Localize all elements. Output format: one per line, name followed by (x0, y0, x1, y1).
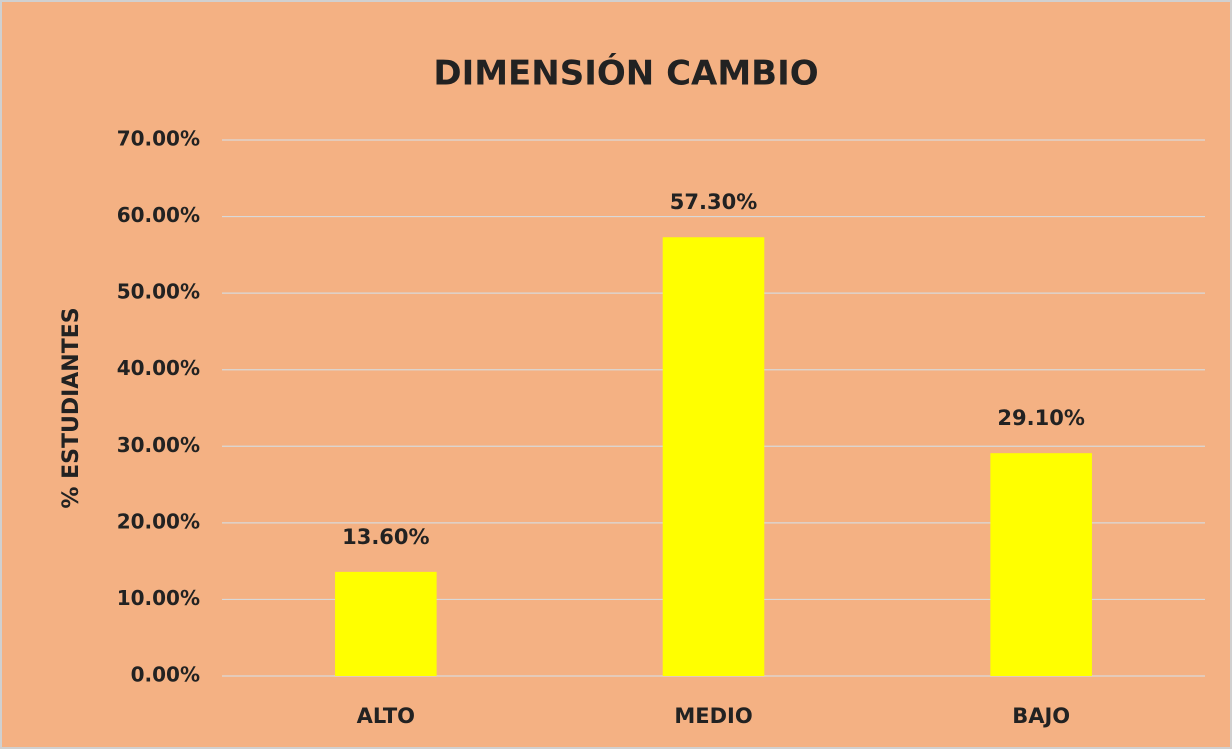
y-tick-label: 30.00% (117, 433, 200, 457)
y-tick-label: 0.00% (131, 663, 200, 687)
data-label: 13.60% (342, 525, 429, 549)
y-tick-label: 20.00% (117, 509, 200, 533)
bar (990, 453, 1092, 676)
y-tick-label: 40.00% (117, 356, 200, 380)
y-tick-label: 50.00% (117, 280, 200, 304)
y-tick-label: 60.00% (117, 203, 200, 227)
x-tick-label: BAJO (1012, 704, 1070, 728)
x-tick-label: ALTO (357, 704, 415, 728)
y-tick-label: 70.00% (117, 127, 200, 151)
x-tick-label: MEDIO (674, 704, 752, 728)
y-tick-label: 10.00% (117, 586, 200, 610)
data-label: 29.10% (997, 406, 1084, 430)
chart-title: DIMENSIÓN CAMBIO (433, 53, 818, 94)
bar (335, 571, 437, 676)
bar (662, 237, 765, 676)
data-label: 57.30% (670, 190, 757, 214)
y-axis-label: % ESTUDIANTES (59, 307, 84, 508)
